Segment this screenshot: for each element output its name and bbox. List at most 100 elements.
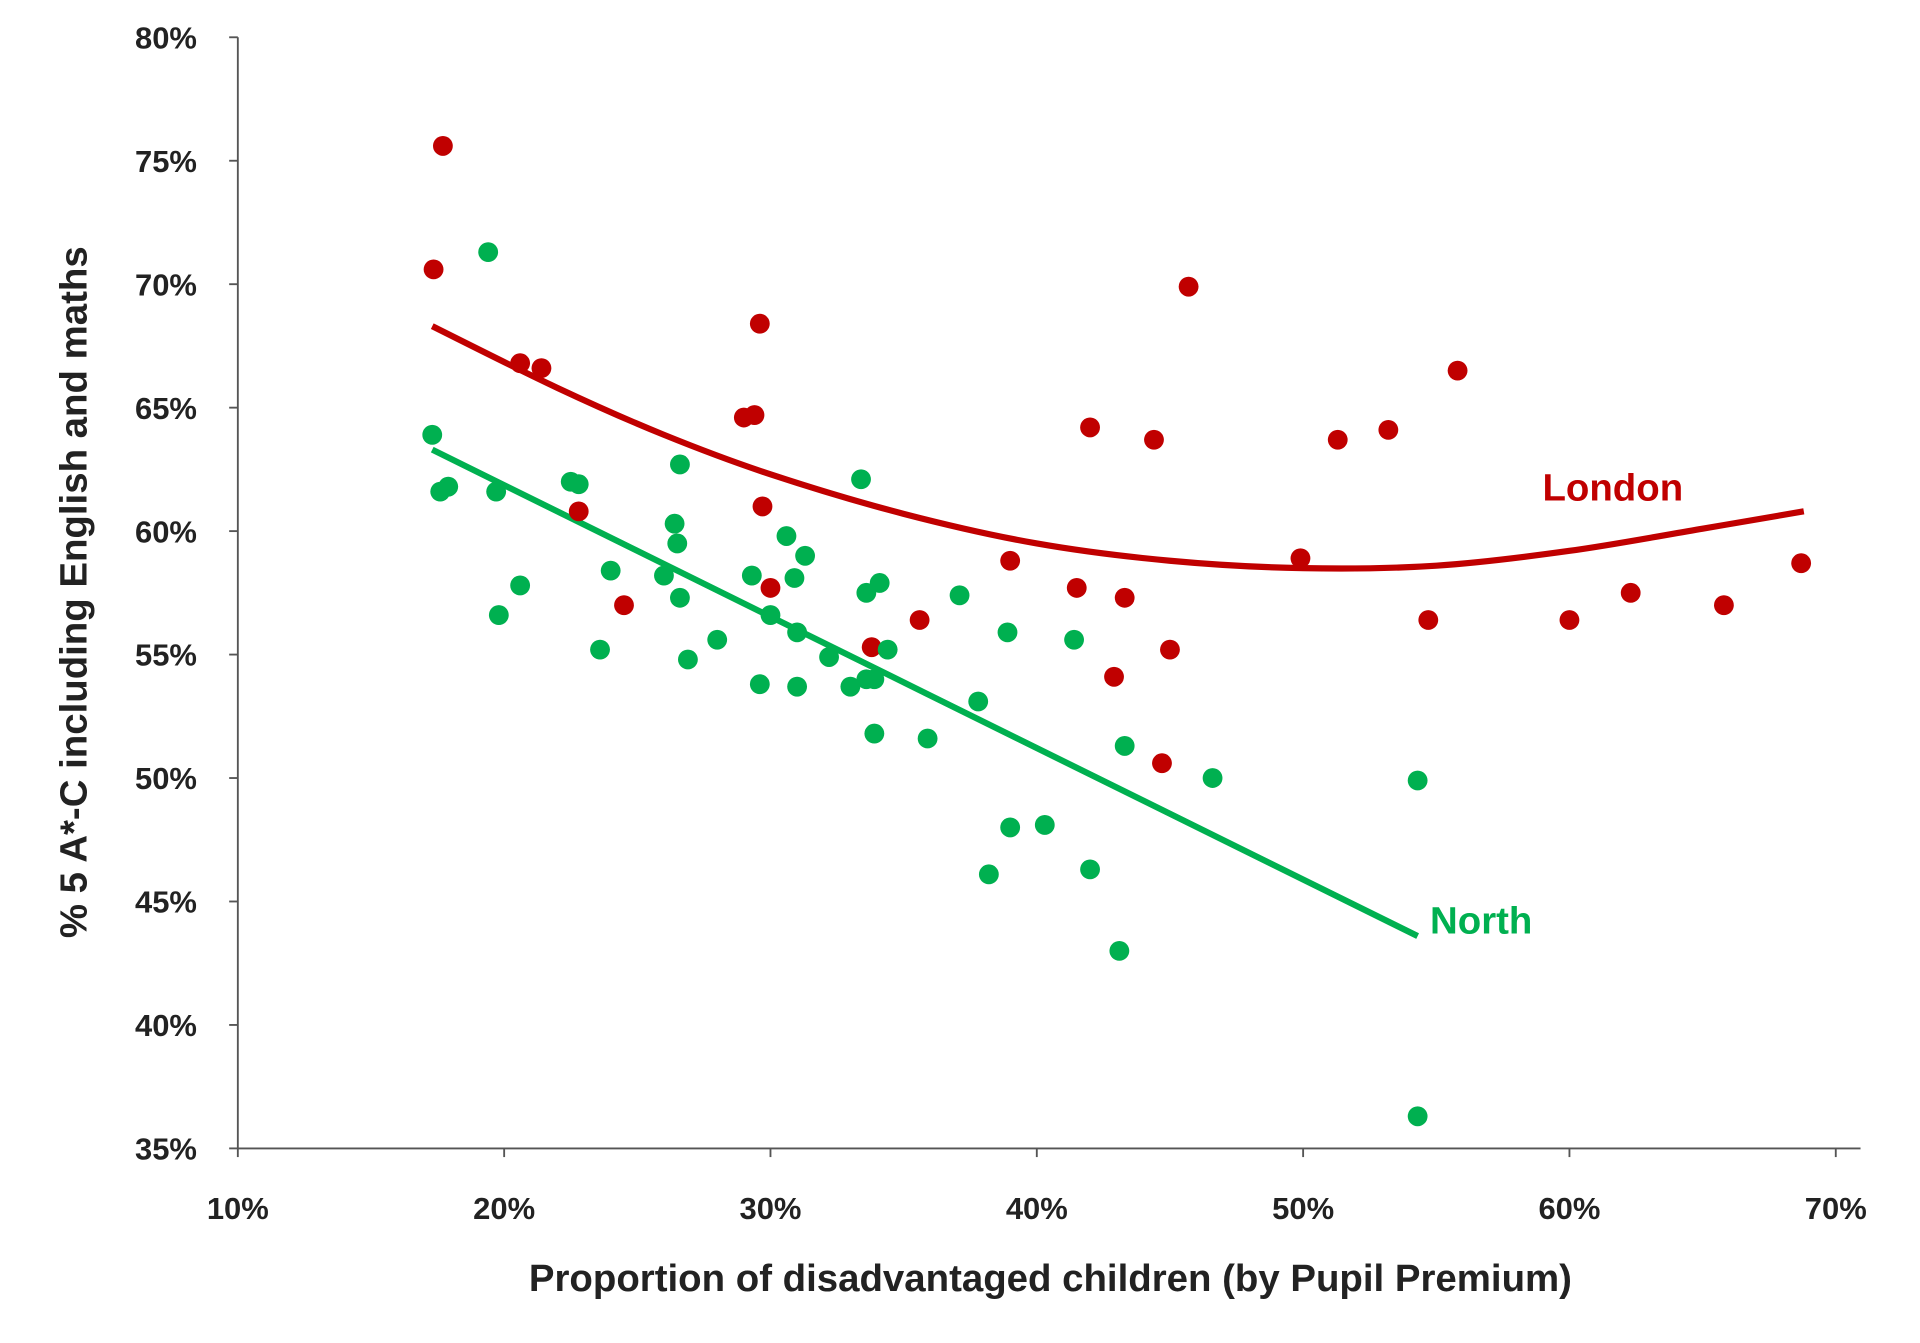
north-point (741, 565, 762, 586)
london-point (1378, 419, 1399, 440)
london-point (1447, 360, 1468, 381)
y-tick-label: 35% (135, 1132, 197, 1167)
london-point (1791, 553, 1812, 574)
y-tick-label: 60% (135, 514, 197, 549)
london-point (1144, 429, 1164, 450)
london-point (1000, 550, 1021, 571)
north-point (869, 573, 890, 593)
north-point (654, 565, 674, 586)
north-point (851, 469, 871, 490)
london-point (1290, 548, 1311, 569)
north-point (568, 474, 589, 495)
y-tick-label: 40% (135, 1008, 197, 1043)
north-point (760, 605, 781, 625)
london-point (1620, 582, 1641, 603)
x-tick-label: 60% (1538, 1191, 1600, 1226)
north-point (678, 649, 698, 670)
north-point (840, 676, 861, 697)
x-tick-label: 30% (740, 1191, 802, 1226)
north-point (819, 647, 839, 667)
y-tick-label: 45% (135, 885, 197, 920)
north-point (478, 242, 499, 263)
x-tick-label: 40% (1006, 1191, 1068, 1226)
north-point (1000, 817, 1021, 838)
north-point (795, 545, 816, 566)
london-point (1714, 595, 1734, 616)
north-point (600, 560, 621, 581)
north-series-label: North (1430, 900, 1532, 943)
north-point (488, 605, 509, 625)
london-point (1559, 610, 1580, 630)
x-tick-label: 50% (1272, 1191, 1334, 1226)
north-point (1109, 940, 1130, 961)
x-tick-label: 20% (473, 1191, 535, 1226)
london-point (1152, 753, 1172, 774)
london-point (744, 405, 765, 425)
north-point (877, 639, 898, 660)
north-point (1064, 629, 1084, 650)
north-point (422, 424, 443, 445)
north-point (1407, 1106, 1428, 1127)
north-point (1114, 736, 1135, 756)
north-point (784, 568, 805, 588)
y-tick-label: 65% (135, 391, 197, 426)
y-tick-label: 55% (135, 638, 197, 673)
north-trendline (430, 446, 1420, 939)
north-point (510, 575, 531, 596)
london-point (1327, 429, 1348, 450)
london-point (568, 501, 589, 522)
north-point (917, 728, 938, 749)
y-axis-label: % 5 A*-C including English and maths (53, 246, 96, 938)
north-point (664, 513, 685, 534)
north-point (997, 622, 1018, 643)
x-axis-label: Proportion of disadvantaged children (by… (529, 1257, 1572, 1300)
y-tick-label: 70% (135, 267, 197, 302)
north-point (1034, 815, 1055, 835)
north-point (438, 476, 459, 497)
north-point (670, 587, 690, 608)
london-point (423, 259, 444, 280)
london-point (1178, 276, 1199, 297)
north-point (667, 533, 688, 554)
london-point (1114, 587, 1135, 608)
north-point (1407, 770, 1428, 791)
y-tick-label: 75% (135, 144, 197, 179)
north-point (1080, 859, 1100, 880)
axes (236, 37, 1861, 1150)
london-series-label: London (1542, 467, 1683, 510)
x-tick-label: 70% (1805, 1191, 1867, 1226)
london-point (752, 496, 773, 517)
north-point (864, 669, 885, 690)
y-tick-label: 50% (135, 761, 197, 796)
north-point (1202, 768, 1223, 788)
north-point (707, 629, 728, 650)
london-point (760, 577, 781, 598)
north-point (864, 723, 885, 744)
london-point (909, 610, 930, 630)
north-point (749, 674, 770, 695)
london-point (1066, 577, 1087, 598)
north-point (787, 622, 808, 643)
london-point (531, 358, 552, 379)
london-point (861, 637, 882, 658)
london-point (1080, 417, 1100, 438)
north-point (486, 481, 507, 502)
london-point (1104, 666, 1124, 687)
london-point (749, 313, 770, 334)
north-point (968, 691, 989, 712)
london-point (1418, 610, 1439, 630)
x-tick-label: 10% (207, 1191, 269, 1226)
london-point (432, 136, 453, 156)
north-point (787, 676, 808, 697)
london-point (614, 595, 634, 616)
y-tick-label: 80% (135, 20, 197, 55)
north-point (590, 639, 610, 660)
north-point (776, 526, 797, 546)
north-point (670, 454, 690, 475)
north-point (978, 864, 999, 885)
london-point (510, 353, 531, 374)
north-point (949, 585, 970, 606)
london-trendline (430, 323, 1805, 572)
london-point (1160, 639, 1180, 660)
